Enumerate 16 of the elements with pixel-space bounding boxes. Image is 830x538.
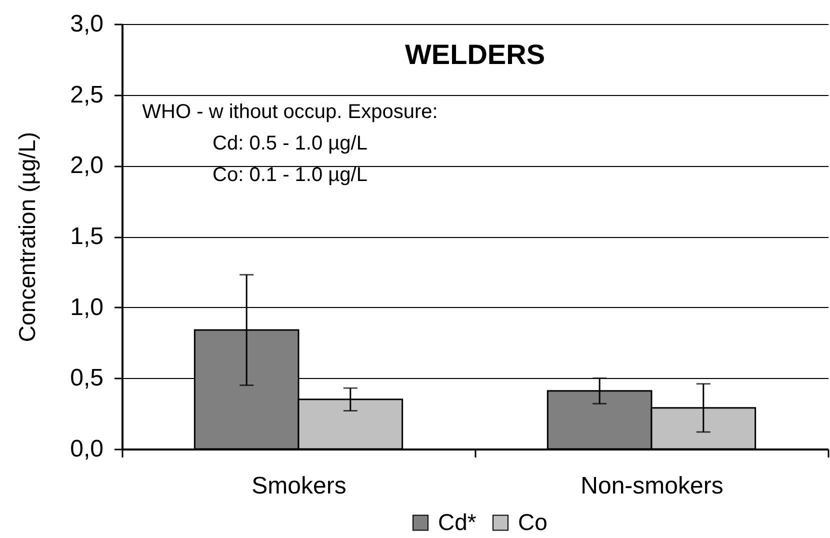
y-axis-title: Concentration (µg/L) <box>14 132 40 342</box>
y-tick-label: 2,0 <box>70 152 104 180</box>
annotation: Cd: 0.5 - 1.0 µg/L <box>212 132 368 154</box>
y-tick-label: 0,0 <box>70 436 104 462</box>
annotation: WHO - w ithout occup. Exposure: <box>142 101 438 123</box>
legend-label: Co <box>518 508 548 535</box>
x-tick-label: Smokers <box>252 472 346 500</box>
annotation: Co: 0.1 - 1.0 µg/L <box>212 164 368 186</box>
y-tick-label: 3,0 <box>70 10 104 38</box>
x-tick-label: Non-smokers <box>580 472 724 500</box>
legend-label: Cd* <box>438 508 476 535</box>
y-tick-label: 0,5 <box>70 364 104 392</box>
y-tick-label: 1,0 <box>70 294 104 321</box>
text: WELDERS <box>405 39 545 70</box>
y-tick-label: 2,5 <box>70 81 104 108</box>
y-tick-label: 1,5 <box>70 223 104 250</box>
